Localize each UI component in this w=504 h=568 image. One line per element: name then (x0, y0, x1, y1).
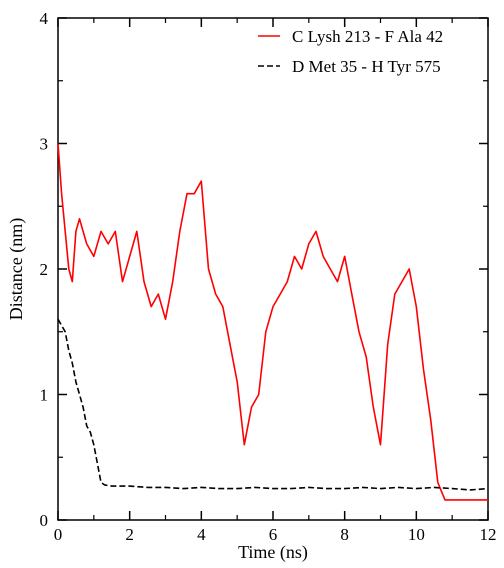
x-tick-label: 8 (340, 525, 349, 544)
x-tick-label: 2 (125, 525, 134, 544)
x-tick-label: 4 (197, 525, 206, 544)
y-tick-label: 2 (40, 260, 49, 279)
legend-label-series-1: C Lysh 213 - F Ala 42 (292, 27, 443, 46)
legend: C Lysh 213 - F Ala 42 D Met 35 - H Tyr 5… (258, 27, 443, 76)
x-tick-label: 6 (269, 525, 278, 544)
y-tick-label: 0 (40, 511, 49, 530)
series-line-2 (57, 318, 489, 491)
y-tick-label: 4 (40, 9, 49, 28)
plot-area (57, 17, 489, 521)
legend-label-series-2: D Met 35 - H Tyr 575 (292, 57, 441, 76)
x-axis-ticks: 0 2 4 6 8 10 12 (54, 18, 497, 544)
series-line-1 (57, 143, 488, 501)
series-layer (57, 143, 489, 501)
y-axis-label: Distance (nm) (6, 218, 27, 320)
x-axis-label: Time (ns) (238, 542, 308, 563)
y-axis-ticks: 0 1 2 3 4 (40, 9, 488, 530)
x-tick-label: 10 (408, 525, 425, 544)
x-tick-label: 12 (480, 525, 497, 544)
y-tick-label: 3 (40, 135, 49, 154)
plot-frame (57, 17, 489, 521)
x-tick-label: 0 (54, 525, 63, 544)
y-tick-label: 1 (40, 386, 49, 405)
